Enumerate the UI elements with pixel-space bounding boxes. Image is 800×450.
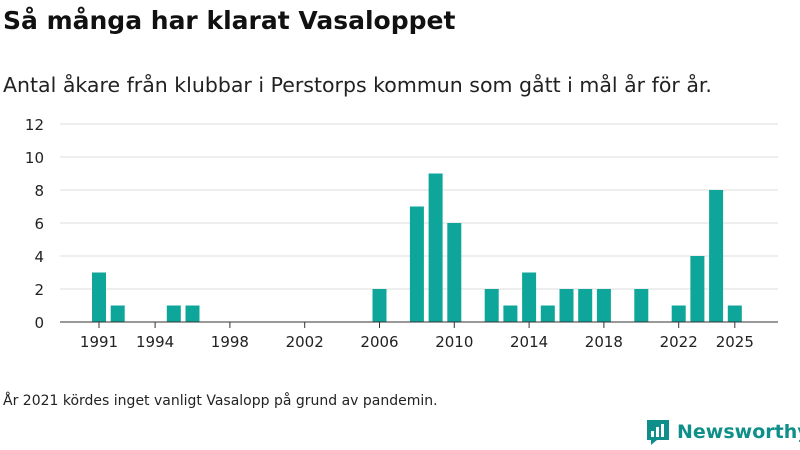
- y-axis-ticks: 0 2 4 6 8 10 12: [25, 116, 44, 332]
- y-tick-label: 12: [25, 116, 44, 134]
- bar-2009: [428, 173, 443, 322]
- bars: [92, 173, 742, 322]
- x-tick-label: 2006: [360, 333, 398, 351]
- bar-1996: [185, 305, 200, 322]
- bar-2020: [634, 289, 649, 322]
- bar-2016: [559, 289, 574, 322]
- bar-1991: [92, 272, 106, 322]
- x-tick-label: 2002: [286, 333, 324, 351]
- bar-2013: [503, 305, 518, 322]
- x-tick-label: 2014: [510, 333, 548, 351]
- brand-logo: Newsworthy: [645, 418, 800, 446]
- bar-2017: [578, 289, 593, 322]
- x-tick-label: 1998: [211, 333, 249, 351]
- bar-2010: [447, 223, 462, 322]
- footnote: År 2021 kördes inget vanligt Vasalopp på…: [3, 393, 438, 409]
- bar-2025: [727, 305, 742, 322]
- chart-title: Så många har klarat Vasaloppet: [3, 6, 456, 35]
- bar-chart: 0 2 4 6 8 10 12 1991 1994 1998 2002 2006 2010 2014 20…: [25, 116, 778, 351]
- bar-2022: [671, 305, 686, 322]
- x-tick-label: 2022: [660, 333, 698, 351]
- y-tick-label: 4: [34, 248, 44, 266]
- brand-name: Newsworthy: [677, 421, 800, 443]
- x-tick-label: 1991: [80, 333, 118, 351]
- bar-1995: [166, 305, 181, 322]
- y-tick-label: 6: [34, 215, 44, 233]
- bar-2006: [372, 289, 387, 322]
- bar-2018: [596, 289, 611, 322]
- y-tick-label: 0: [34, 314, 44, 332]
- bar-2012: [484, 289, 499, 322]
- y-tick-label: 8: [34, 182, 44, 200]
- y-tick-label: 10: [25, 149, 44, 167]
- x-tick-label: 2018: [585, 333, 623, 351]
- x-tick-label: 2010: [435, 333, 473, 351]
- bar-2015: [540, 305, 555, 322]
- bar-chart-logo-icon: [647, 420, 669, 445]
- x-tick-label: 2025: [716, 333, 754, 351]
- bar-2014: [522, 272, 537, 322]
- x-tick-label: 1994: [136, 333, 174, 351]
- x-axis-ticks: 1991 1994 1998 2002 2006 2010 2014 2018 2022 2025: [80, 322, 754, 351]
- y-tick-label: 2: [34, 281, 44, 299]
- bar-2024: [709, 190, 724, 322]
- bar-2023: [690, 256, 705, 322]
- bar-2008: [409, 206, 424, 322]
- bar-1992: [110, 305, 125, 322]
- chart-subtitle: Antal åkare från klubbar i Perstorps kom…: [3, 73, 712, 97]
